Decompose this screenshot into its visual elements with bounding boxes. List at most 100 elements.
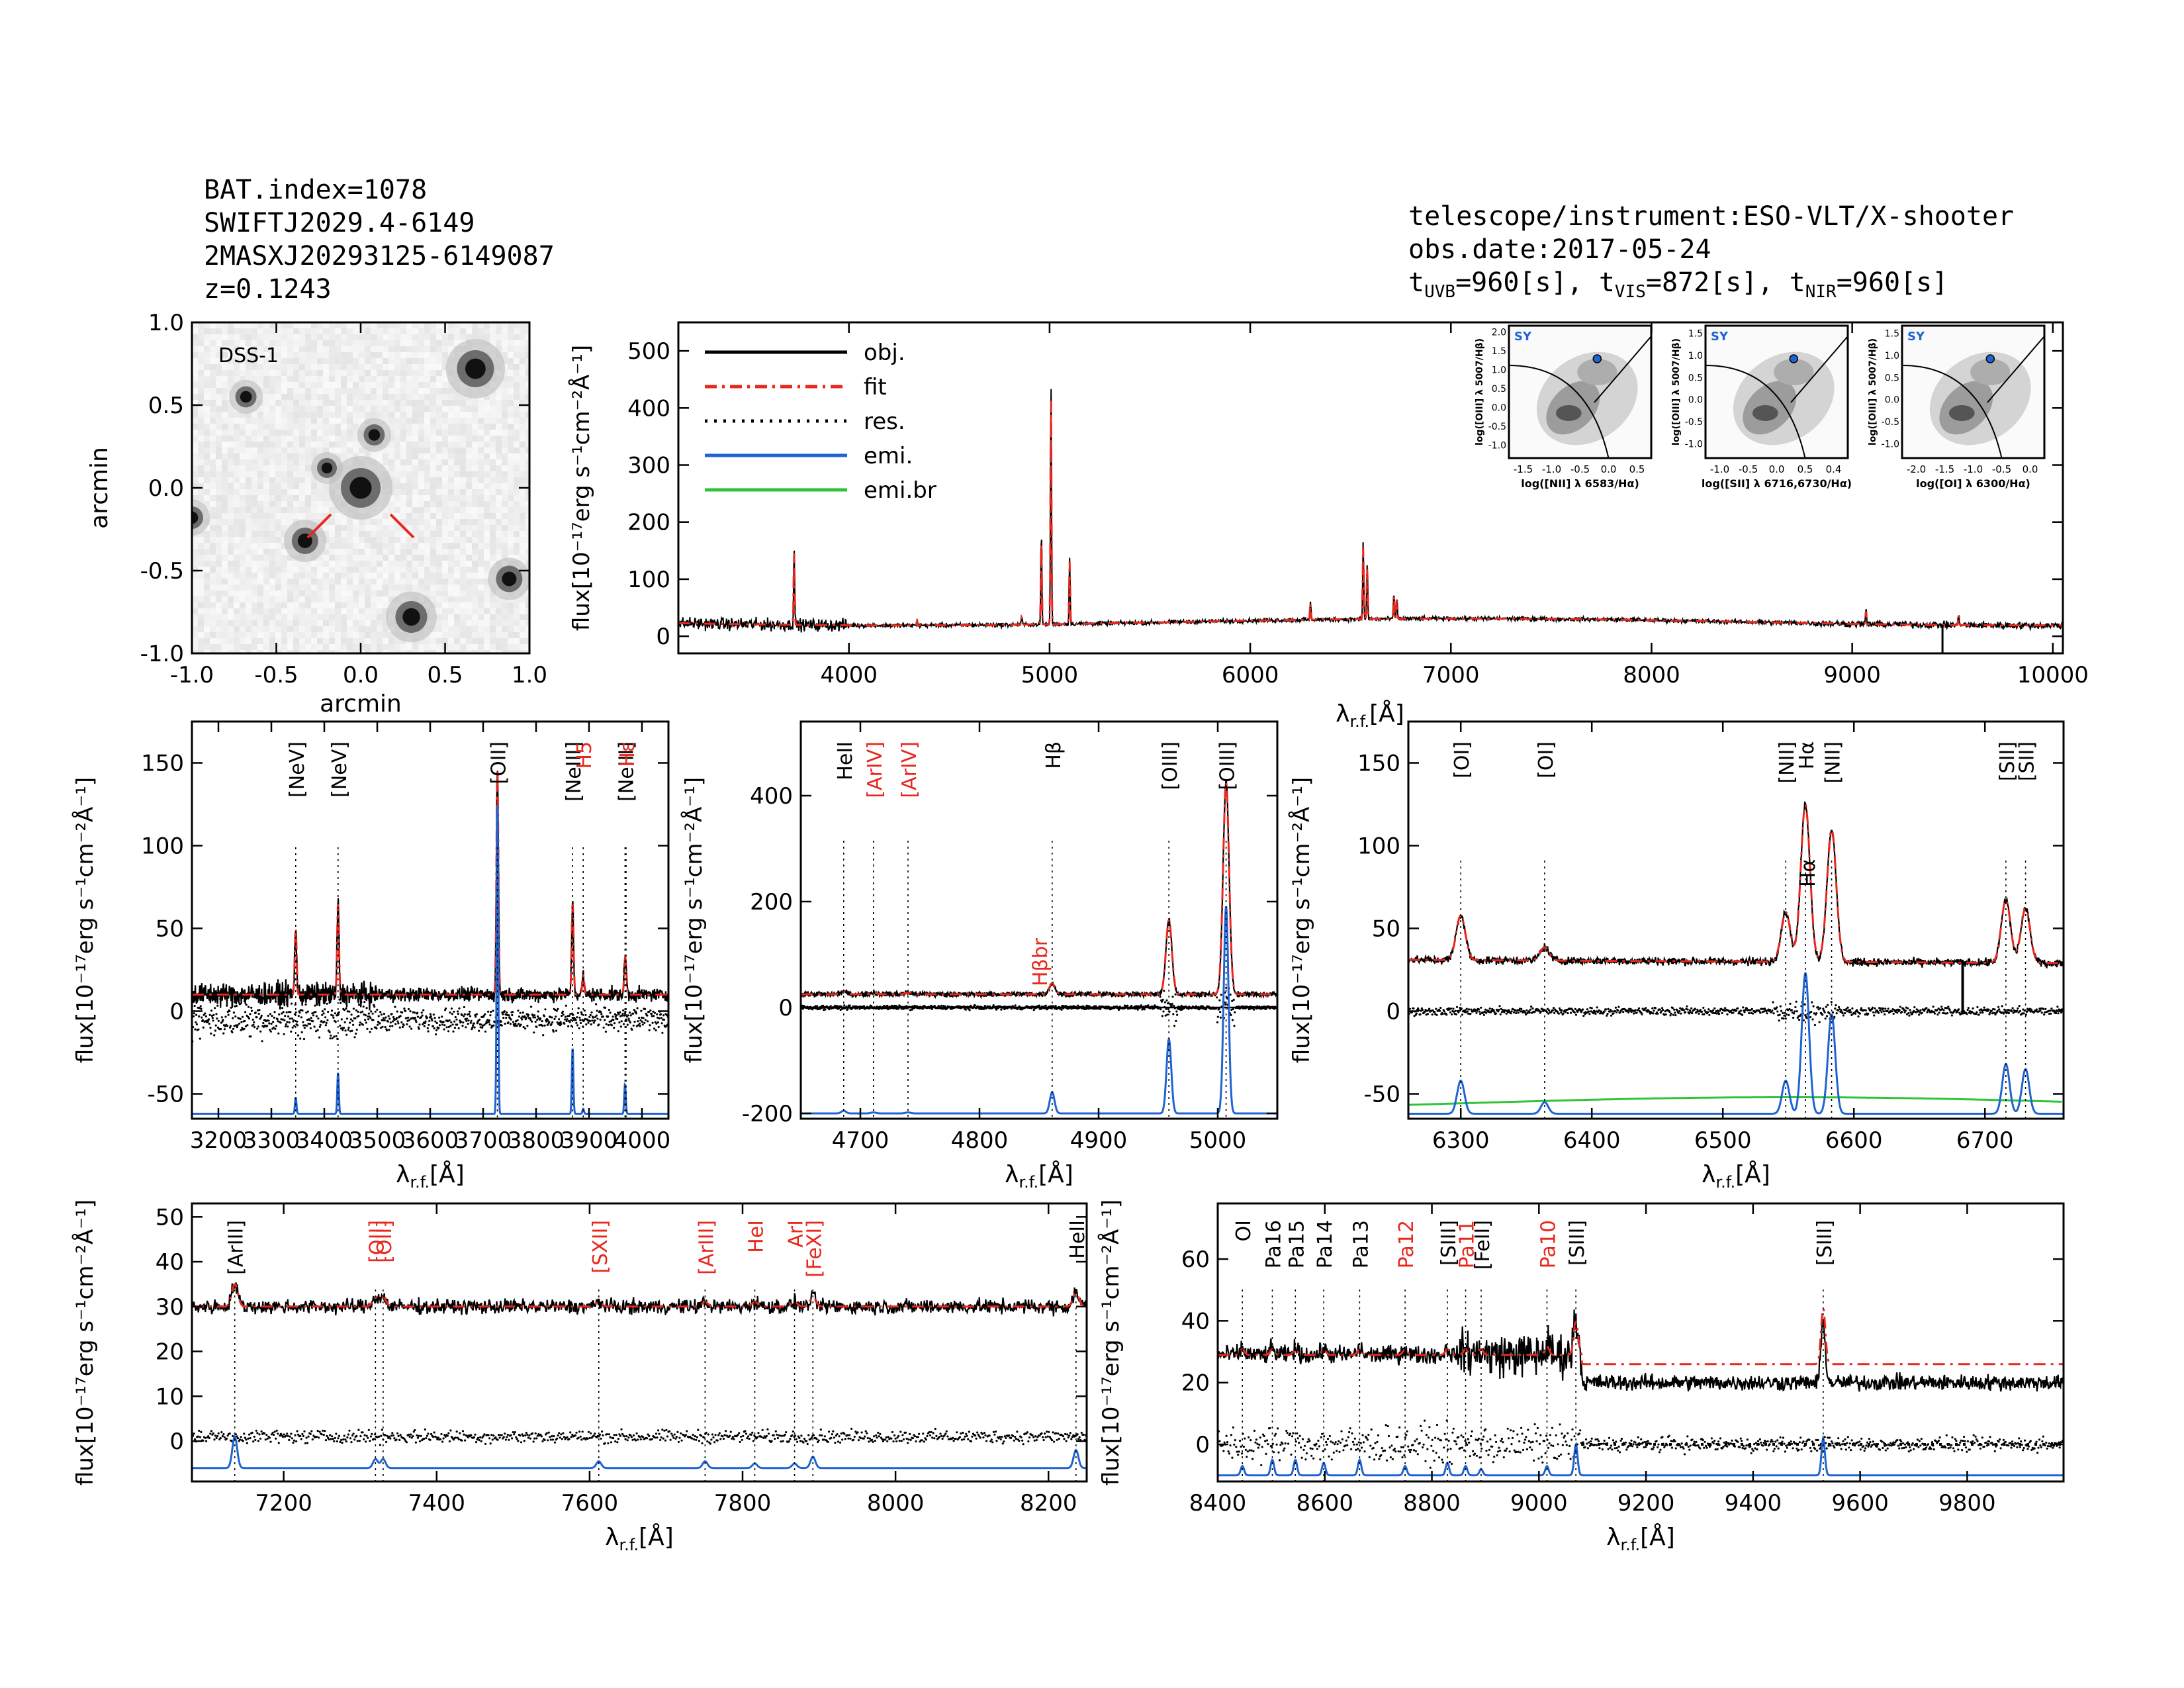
p1-res-dot	[655, 1029, 657, 1032]
dss-pixel	[371, 614, 377, 620]
dss-pixel	[281, 561, 287, 567]
dss-pixel	[412, 328, 418, 334]
dss-pixel	[514, 513, 520, 519]
dss-pixel	[257, 328, 263, 334]
dss-pixel	[520, 495, 525, 501]
dss-pixel	[222, 430, 228, 436]
dss-pixel	[257, 346, 263, 352]
dss-pixel	[525, 412, 529, 418]
dss-pixel	[365, 328, 371, 334]
dss-pixel	[329, 620, 335, 626]
header-right: telescope/instrument:ESO-VLT/X-shooter o…	[1408, 200, 2014, 308]
dss-pixel	[525, 489, 529, 495]
dss-pixel	[466, 322, 472, 328]
dss-pixel	[400, 424, 406, 430]
dss-pixel	[287, 483, 293, 489]
dss-pixel	[317, 447, 323, 453]
dss-pixel	[388, 561, 394, 567]
p1-res-dot	[551, 1021, 554, 1023]
bpt-xtick-label: -1.5	[1935, 463, 1954, 475]
dss-pixel	[246, 531, 251, 537]
dss-pixel	[514, 531, 520, 537]
dss-pixel	[424, 495, 430, 501]
dss-pixel	[353, 555, 359, 561]
dss-pixel	[210, 543, 216, 549]
dss-pixel	[216, 364, 222, 370]
dss-pixel	[478, 525, 484, 531]
dss-pixel	[198, 489, 204, 495]
dss-pixel	[454, 465, 460, 471]
dss-pixel	[341, 519, 347, 525]
p1-res-dot	[423, 1025, 426, 1027]
p1-res-dot	[248, 1006, 250, 1008]
p1-res-dot	[461, 1025, 464, 1027]
dss-pixel	[275, 322, 281, 328]
p1-res-dot	[389, 1021, 392, 1024]
dss-pixel	[394, 644, 400, 650]
dss-pixel	[311, 602, 317, 608]
dss-pixel	[246, 620, 251, 626]
dss-pixel	[520, 436, 525, 442]
dss-pixel	[371, 608, 377, 614]
dss-pixel	[323, 424, 329, 430]
p1-res-dot	[426, 1027, 429, 1029]
dss-pixel	[394, 340, 400, 346]
dss-pixel	[299, 644, 305, 650]
dss-pixel	[323, 328, 329, 334]
dss-pixel	[466, 579, 472, 585]
dss-pixel	[210, 501, 216, 507]
dss-pixel	[204, 346, 210, 352]
dss-pixel	[508, 382, 514, 388]
dss-pixel	[269, 465, 275, 471]
dss-pixel	[514, 406, 520, 412]
dss-pixel	[228, 465, 234, 471]
dss-pixel	[347, 412, 353, 418]
dss-pixel	[478, 459, 484, 465]
dss-pixel	[287, 567, 293, 573]
dss-pixel	[371, 364, 377, 370]
dss-pixel	[275, 489, 281, 495]
dss-pixel	[418, 477, 424, 483]
dss-pixel	[406, 436, 412, 442]
dss-pixel	[234, 430, 240, 436]
dss-pixel	[192, 644, 198, 650]
dss-pixel	[466, 328, 472, 334]
p1-res-dot	[208, 1013, 211, 1016]
dss-pixel	[365, 638, 371, 644]
dss-pixel	[210, 358, 216, 364]
dss-pixel	[347, 537, 353, 543]
p1-res-dot	[551, 1016, 553, 1019]
p1-res-dot	[373, 1006, 376, 1008]
dss-pixel	[311, 358, 317, 364]
dss-pixel	[442, 561, 448, 567]
dss-pixel	[454, 400, 460, 406]
dss-pixel	[466, 430, 472, 436]
dss-pixel	[222, 507, 228, 513]
dss-pixel	[520, 459, 525, 465]
full-xlabel: λr.f.[Å]	[1336, 699, 1404, 731]
dss-pixel	[508, 543, 514, 549]
dss-pixel	[228, 501, 234, 507]
dss-pixel	[210, 531, 216, 537]
dss-pixel	[448, 430, 454, 436]
dss-pixel	[257, 453, 263, 459]
dss-pixel	[281, 531, 287, 537]
dss-pixel	[430, 507, 436, 513]
dss-pixel	[383, 590, 388, 596]
dss-pixel	[341, 644, 347, 650]
dss-pixel	[460, 608, 466, 614]
dss-pixel	[388, 406, 394, 412]
dss-pixel	[383, 507, 388, 513]
dss-pixel	[246, 328, 251, 334]
dss-pixel	[412, 334, 418, 340]
p2-res-dot	[835, 1004, 837, 1008]
dss-pixel	[525, 459, 529, 465]
dss-pixel	[281, 638, 287, 644]
p1-res-dot	[373, 1004, 375, 1006]
dss-pixel	[335, 632, 341, 638]
dss-pixel	[388, 590, 394, 596]
dss-pixel	[520, 608, 525, 614]
dss-pixel	[204, 447, 210, 453]
dss-pixel	[257, 465, 263, 471]
dss-pixel	[246, 579, 251, 585]
